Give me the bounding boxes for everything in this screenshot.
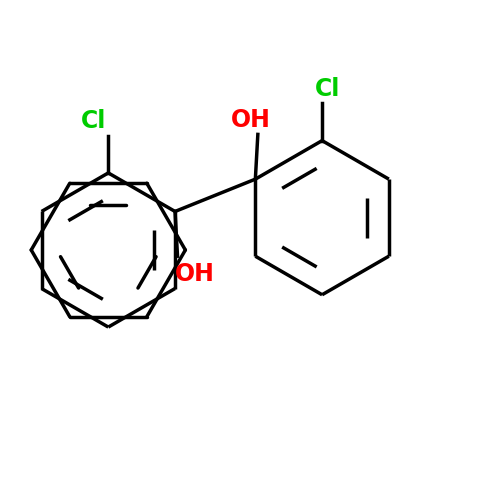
Text: Cl: Cl	[314, 77, 340, 101]
Text: OH: OH	[230, 108, 270, 132]
Text: Cl: Cl	[81, 109, 106, 133]
Text: OH: OH	[175, 262, 215, 286]
